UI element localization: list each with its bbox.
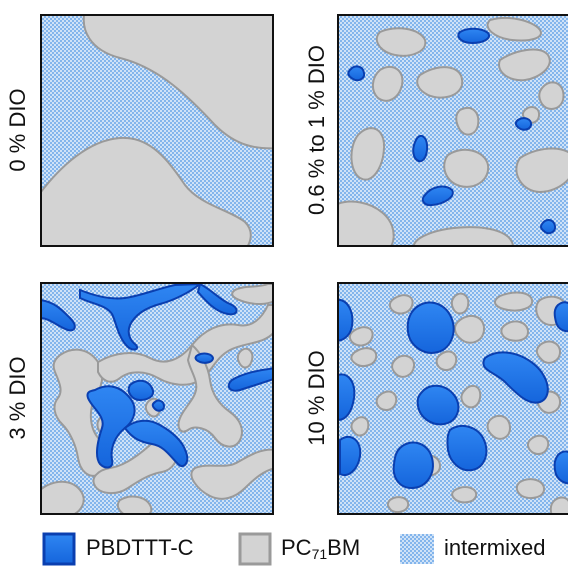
pcbm-network — [41, 480, 85, 514]
legend-label-pcbm: PC71BM — [281, 535, 360, 562]
pcbm-domain — [348, 326, 374, 347]
pcbm-network — [116, 495, 153, 514]
pcbm-network — [177, 343, 243, 448]
pcbm-domain — [391, 354, 416, 378]
pcbm-domain — [450, 292, 470, 315]
pcbm-domain — [538, 81, 565, 110]
pbdttt-domain — [514, 117, 533, 131]
pbdttt-network — [151, 399, 166, 412]
pcbm-domain — [41, 136, 252, 246]
pbdttt-network — [227, 367, 273, 392]
pcbm-domain — [443, 148, 490, 188]
pbdttt-domain — [338, 373, 356, 422]
pcbm-domain — [535, 340, 562, 364]
pbdttt-domain — [446, 424, 488, 472]
pcbm-domain — [451, 486, 478, 504]
pcbm-domain — [435, 350, 458, 371]
pcbm-network — [231, 283, 273, 306]
pcbm-network — [97, 304, 273, 386]
pcbm-domain — [375, 27, 427, 57]
panel-label-3-dio: 3 % DIO — [5, 356, 30, 440]
legend-swatch-pcbm — [238, 532, 272, 566]
pcbm-domain — [350, 416, 370, 437]
pcbm-domain — [372, 65, 404, 102]
pbdttt-domain — [540, 219, 557, 235]
pcbm-domain — [350, 127, 386, 181]
pcbm-domain — [486, 414, 512, 440]
panel-label-10-dio: 10 % DIO — [304, 350, 329, 446]
pcbm-domain — [388, 294, 414, 315]
pcbm-domain — [350, 347, 378, 367]
pbdttt-domain — [406, 301, 455, 354]
pbdttt-network — [196, 283, 238, 316]
pbdttt-domain — [339, 435, 362, 476]
pbdttt-domain — [457, 27, 490, 45]
pcbm-domain — [515, 478, 545, 499]
pbdttt-network — [194, 352, 215, 364]
panel-10-dio — [337, 282, 568, 515]
pbdttt-domain — [421, 185, 454, 207]
pcbm-domain — [486, 16, 542, 42]
legend-swatch-intermixed — [400, 534, 434, 564]
legend-label-intermixed: intermixed — [444, 535, 546, 560]
pbdttt-network — [86, 385, 136, 469]
pcbm-domain — [416, 66, 464, 99]
pcbm-domain — [338, 200, 395, 246]
pcbm-domain — [454, 314, 486, 344]
pcbm-network — [190, 448, 273, 500]
pcbm-domain — [455, 106, 480, 136]
panel-label-0-dio: 0 % DIO — [5, 88, 30, 172]
legend-label-pbdttt: PBDTTT-C — [86, 535, 194, 560]
pcbm-domain — [460, 384, 482, 409]
pbdttt-network — [123, 419, 189, 468]
legend-label-pcbm-subscript: 71 — [311, 546, 328, 562]
legend — [42, 532, 434, 566]
pbdttt-network — [79, 283, 203, 351]
legend-label-pcbm-tail: BM — [327, 535, 361, 560]
pcbm-network — [236, 347, 254, 369]
pbdttt-domain — [412, 134, 429, 163]
pcbm-domain — [82, 15, 273, 150]
pbdttt-domain — [482, 351, 549, 404]
pcbm-domain — [515, 147, 568, 194]
legend-label-pcbm-main: PC — [281, 535, 312, 560]
panel-0-dio — [40, 14, 274, 247]
pcbm-domain — [498, 48, 551, 82]
panel-0.6-1-dio — [337, 14, 568, 247]
pbdttt-domain — [416, 384, 460, 426]
pcbm-domain — [549, 496, 568, 514]
pbdttt-domain — [392, 441, 434, 490]
pbdttt-domain — [347, 65, 366, 82]
pcbm-domain — [375, 390, 398, 411]
pcbm-domain — [493, 291, 534, 312]
pcbm-domain — [526, 434, 550, 455]
pbdttt-domain — [553, 450, 568, 485]
pbdttt-network — [127, 379, 154, 402]
pcbm-domain — [386, 496, 410, 514]
pbdttt-network — [41, 299, 76, 332]
panel-label-0.6-1-dio: 0.6 % to 1 % DIO — [304, 45, 329, 215]
pcbm-domain — [500, 320, 530, 342]
legend-swatch-pbdttt — [42, 532, 76, 566]
panel-3-dio — [40, 282, 274, 515]
